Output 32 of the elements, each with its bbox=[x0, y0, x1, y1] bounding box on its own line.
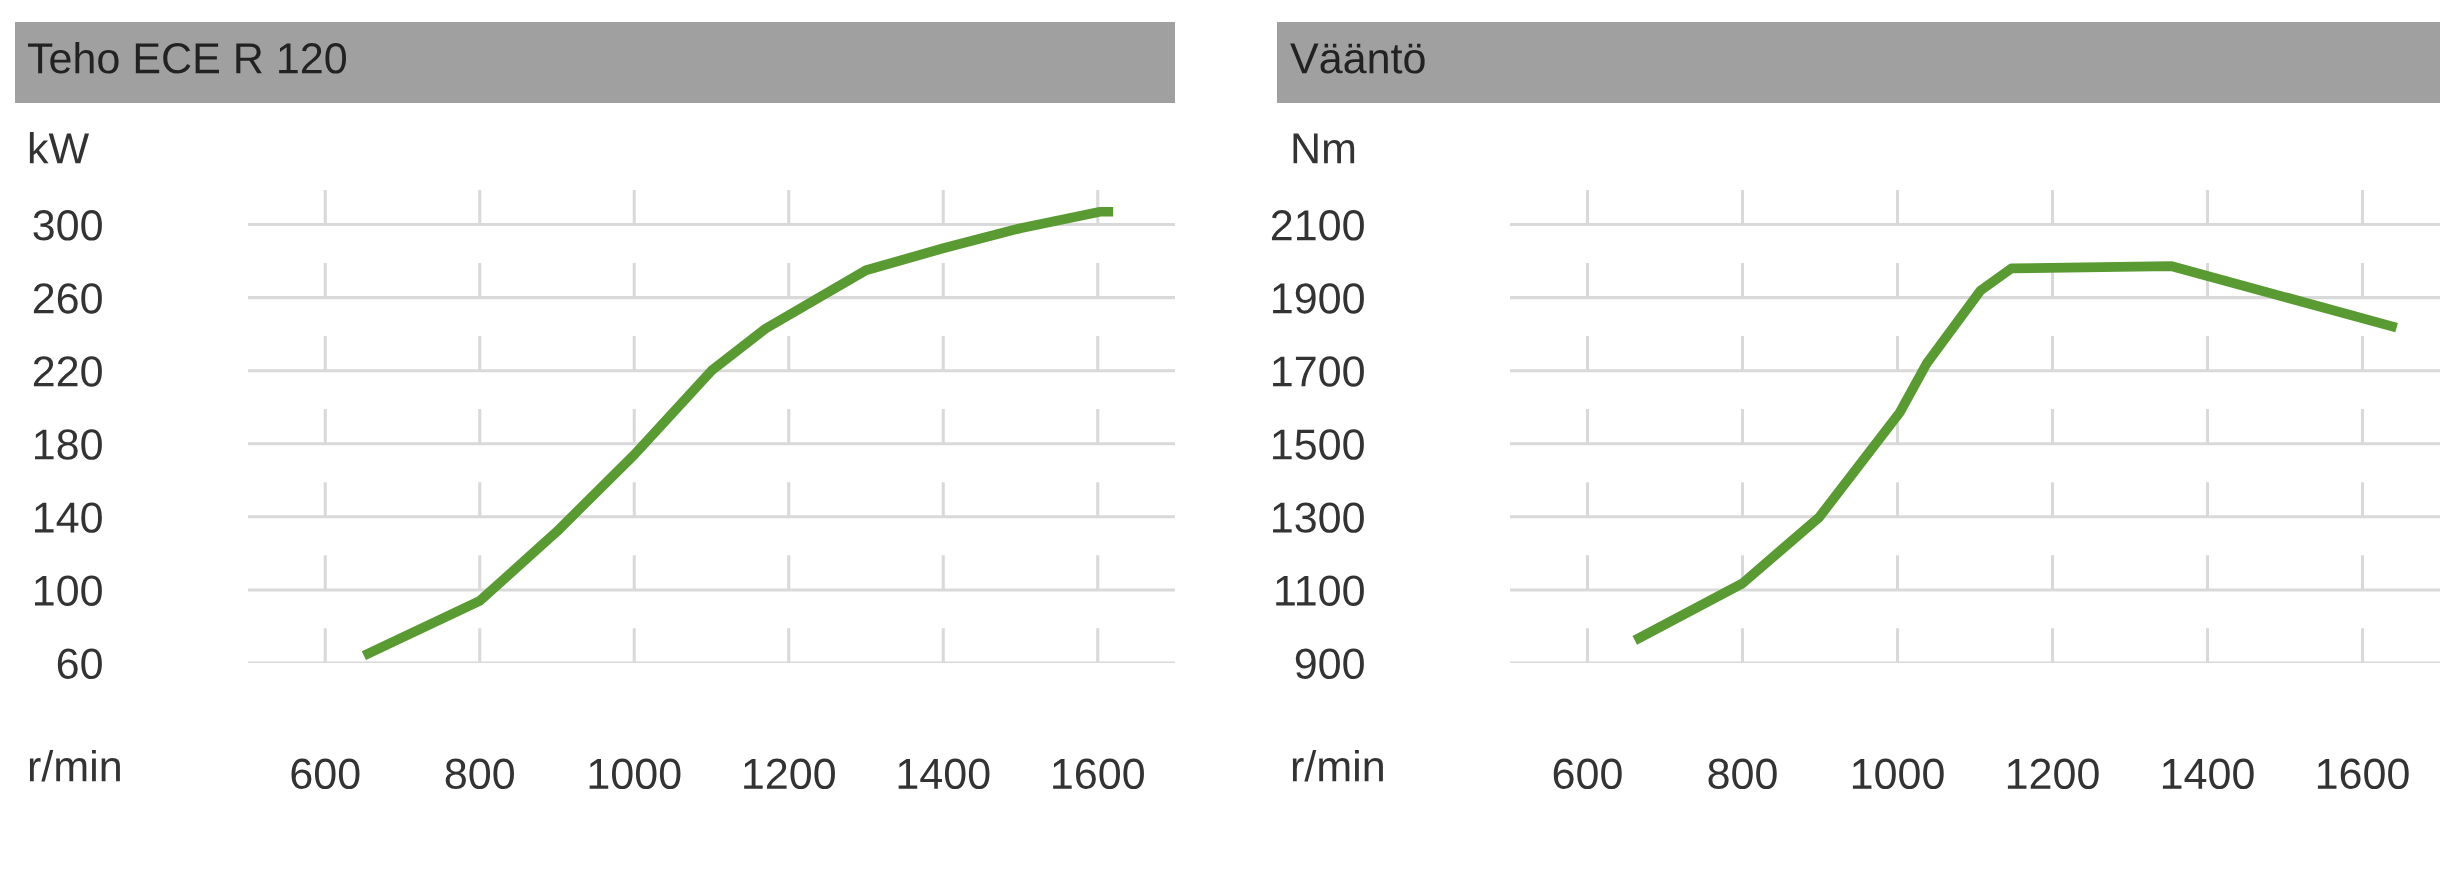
y-tick-label: 1700 bbox=[1273, 356, 1364, 387]
y-tick-label: 100 bbox=[35, 575, 102, 606]
y-tick-label: 140 bbox=[35, 502, 102, 533]
y-tick-label: 900 bbox=[1295, 648, 1364, 680]
y-tick-label: 1300 bbox=[1273, 502, 1364, 533]
x-axis-title: r/min bbox=[29, 749, 120, 782]
x-tick-label: 800 bbox=[1708, 758, 1777, 790]
y-tick-label: 1100 bbox=[1276, 575, 1364, 606]
x-tick-label: 600 bbox=[1553, 758, 1622, 790]
y-tick-label: 220 bbox=[33, 356, 102, 387]
chart-title: Vääntö bbox=[1290, 43, 1425, 74]
y-axis-title: kW bbox=[29, 131, 90, 164]
x-tick-label: 800 bbox=[445, 758, 514, 790]
x-tick-label: 1000 bbox=[1852, 758, 1944, 790]
x-tick-label: 1000 bbox=[589, 758, 681, 790]
x-tick-label: 1200 bbox=[2007, 758, 2099, 790]
x-axis-title: r/min bbox=[1292, 749, 1383, 782]
y-tick-label: 1500 bbox=[1273, 429, 1364, 460]
y-tick-label: 1900 bbox=[1273, 283, 1364, 314]
y-axis-title: Nm bbox=[1293, 133, 1355, 164]
x-tick-label: 600 bbox=[291, 758, 360, 790]
x-tick-label: 1600 bbox=[1053, 758, 1144, 790]
y-tick-label: 300 bbox=[33, 210, 102, 241]
x-tick-label: 1200 bbox=[744, 758, 835, 790]
y-tick-label: 260 bbox=[33, 283, 102, 314]
chart-title: Teho ECE R 120 bbox=[27, 41, 347, 74]
y-tick-label: 60 bbox=[57, 648, 102, 680]
x-tick-label: 1600 bbox=[2317, 758, 2409, 790]
y-tick-label: 180 bbox=[35, 429, 102, 460]
x-tick-label: 1400 bbox=[898, 758, 990, 790]
x-tick-label: 1400 bbox=[2162, 758, 2254, 790]
y-tick-label: 2100 bbox=[1271, 210, 1364, 241]
